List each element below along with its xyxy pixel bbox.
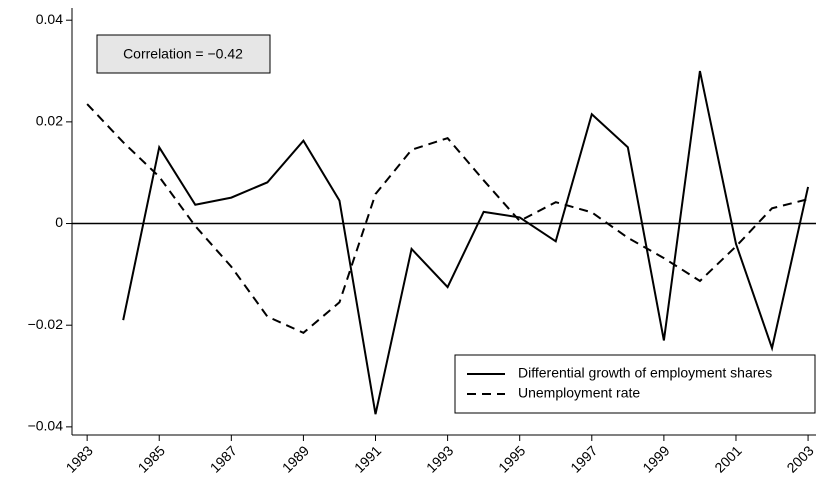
series-line (86, 103, 809, 334)
x-tick-label: 1989 (279, 442, 312, 475)
x-tick-label: 1999 (639, 442, 672, 475)
x-tick-label: 1987 (207, 442, 240, 475)
y-tick-label: 0.04 (36, 11, 63, 27)
y-tick-label: 0 (55, 214, 63, 230)
legend-label: Unemployment rate (518, 385, 640, 401)
x-tick-label: 1993 (423, 442, 456, 475)
x-tick-label: 1997 (567, 442, 600, 475)
x-tick-label: 1991 (351, 442, 384, 475)
annotation: Correlation = −0.42 (123, 46, 243, 62)
x-tick-label: 1985 (135, 442, 168, 475)
x-tick-label: 1995 (495, 442, 528, 475)
legend-box (454, 354, 816, 414)
y-tick-label: −0.04 (28, 418, 64, 434)
x-tick-label: 2001 (711, 442, 744, 475)
y-tick-label: −0.02 (28, 316, 64, 332)
series-line (122, 70, 810, 415)
legend-label: Differential growth of employment shares (518, 365, 772, 381)
x-tick-label: 1983 (63, 442, 96, 475)
annotation-box (96, 34, 271, 74)
x-tick-label: 2003 (783, 442, 816, 475)
y-tick-label: 0.02 (36, 113, 63, 129)
